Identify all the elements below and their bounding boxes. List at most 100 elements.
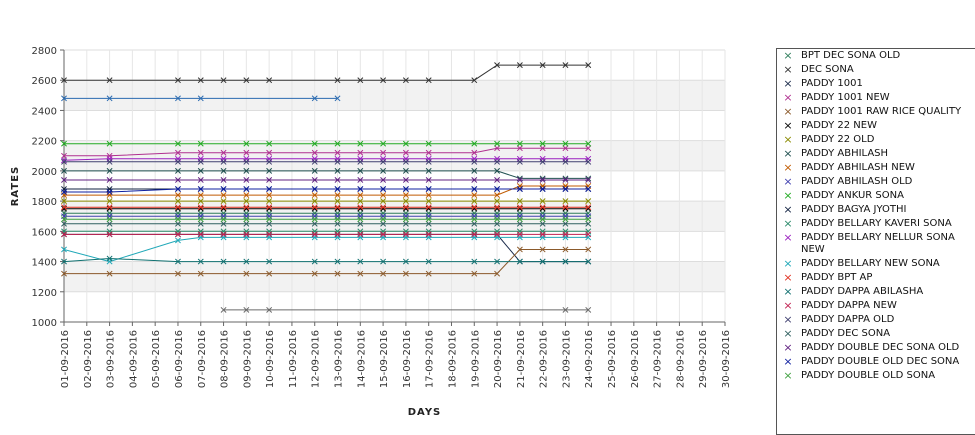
data-point bbox=[471, 77, 478, 84]
data-point bbox=[562, 220, 569, 227]
data-point bbox=[61, 95, 67, 102]
data-point bbox=[516, 158, 523, 165]
data-point bbox=[197, 177, 204, 183]
legend-label: PADDY BELLARY NEW SONA bbox=[801, 258, 940, 269]
legend-marker-icon: × bbox=[783, 203, 793, 216]
legend-label: DEC SONA bbox=[801, 64, 854, 75]
data-point bbox=[494, 220, 501, 227]
data-point bbox=[106, 216, 113, 223]
data-point bbox=[380, 149, 387, 156]
data-point bbox=[61, 258, 67, 265]
data-point bbox=[197, 198, 204, 205]
data-point bbox=[425, 258, 432, 265]
data-point bbox=[197, 77, 204, 84]
data-point bbox=[425, 149, 432, 156]
data-point bbox=[585, 62, 592, 69]
data-point bbox=[357, 177, 364, 183]
data-point bbox=[197, 186, 204, 192]
legend-marker-icon: × bbox=[783, 49, 793, 62]
data-point bbox=[266, 186, 273, 192]
data-point bbox=[243, 177, 250, 183]
data-point bbox=[402, 204, 409, 211]
data-point bbox=[562, 216, 569, 223]
legend-label: PADDY BAGYA JYOTHI bbox=[801, 204, 907, 215]
data-point bbox=[266, 306, 273, 313]
data-point bbox=[357, 140, 364, 147]
data-point bbox=[494, 204, 501, 211]
data-point bbox=[197, 192, 204, 199]
data-point bbox=[425, 167, 432, 174]
x-tick-label: 20-09-2016 bbox=[493, 330, 504, 388]
data-point bbox=[425, 140, 432, 147]
grid-band bbox=[64, 170, 725, 202]
x-tick-label: 24-09-2016 bbox=[584, 330, 595, 388]
legend-marker-icon: × bbox=[783, 327, 793, 340]
data-point bbox=[175, 192, 181, 199]
data-point bbox=[516, 246, 523, 253]
legend-label: PADDY DAPPA OLD bbox=[801, 314, 895, 325]
data-point bbox=[61, 220, 67, 227]
data-point bbox=[494, 140, 501, 147]
data-point bbox=[106, 198, 113, 205]
data-point bbox=[585, 231, 592, 238]
series-group bbox=[61, 198, 592, 205]
data-point bbox=[61, 189, 67, 195]
series-group bbox=[61, 62, 592, 84]
legend-marker-icon: × bbox=[783, 77, 793, 90]
data-point bbox=[334, 140, 341, 147]
data-point bbox=[539, 198, 546, 205]
legend-label: PADDY 1001 NEW bbox=[801, 92, 890, 103]
legend-item: × PADDY BPT AP bbox=[777, 271, 975, 285]
data-point bbox=[175, 177, 181, 183]
data-point bbox=[562, 177, 569, 183]
legend-marker-icon: × bbox=[783, 271, 793, 284]
data-point bbox=[402, 270, 409, 277]
data-point bbox=[357, 158, 364, 165]
data-point bbox=[471, 149, 478, 156]
data-point bbox=[243, 270, 250, 277]
x-tick-label: 15-09-2016 bbox=[379, 330, 390, 388]
series-group bbox=[61, 246, 592, 277]
y-axis-title: RATES bbox=[10, 166, 21, 207]
data-point bbox=[539, 246, 546, 253]
data-point bbox=[311, 220, 318, 227]
chart-legend: × BPT DEC SONA OLD × DEC SONA × PADDY 1001 × PA… bbox=[776, 48, 975, 435]
data-point bbox=[175, 237, 181, 244]
series-group bbox=[61, 158, 592, 165]
y-tick-label: 1600 bbox=[32, 227, 57, 238]
grid-band bbox=[64, 110, 725, 141]
data-point bbox=[562, 62, 569, 69]
series-group bbox=[61, 231, 592, 238]
data-point bbox=[516, 186, 523, 192]
data-point bbox=[494, 186, 501, 192]
data-point bbox=[175, 270, 181, 277]
data-point bbox=[334, 158, 341, 165]
data-point bbox=[220, 216, 227, 223]
data-point bbox=[471, 140, 478, 147]
x-tick-label: 09-09-2016 bbox=[242, 330, 253, 388]
data-point bbox=[197, 158, 204, 165]
data-point bbox=[516, 231, 523, 238]
data-point bbox=[357, 204, 364, 211]
x-tick-label: 04-09-2016 bbox=[128, 330, 139, 388]
data-point bbox=[471, 177, 478, 183]
data-point bbox=[243, 158, 250, 165]
data-point bbox=[311, 158, 318, 165]
legend-marker-icon: × bbox=[783, 257, 793, 270]
data-point bbox=[357, 220, 364, 227]
legend-item: × PADDY 1001 RAW RICE QUALITY bbox=[777, 105, 975, 119]
series-group bbox=[61, 255, 592, 265]
data-point bbox=[516, 145, 523, 152]
legend-label: PADDY DAPPA NEW bbox=[801, 300, 897, 311]
legend-label: BPT DEC SONA OLD bbox=[801, 50, 901, 61]
data-point bbox=[471, 186, 478, 192]
data-point bbox=[334, 220, 341, 227]
data-point bbox=[494, 198, 501, 205]
series-line bbox=[64, 249, 589, 275]
data-point bbox=[380, 231, 387, 238]
data-point bbox=[516, 62, 523, 69]
data-point bbox=[494, 62, 501, 69]
legend-item: × PADDY BELLARY NEW SONA bbox=[777, 257, 975, 271]
data-point bbox=[334, 216, 341, 223]
